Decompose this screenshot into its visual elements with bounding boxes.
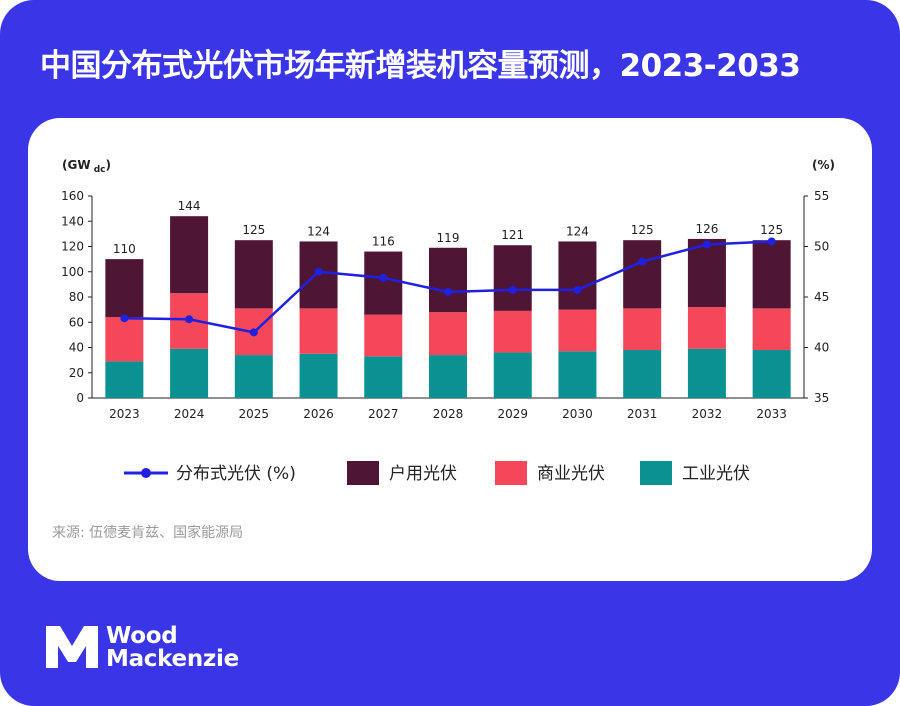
bar-total-label: 110 xyxy=(113,242,136,256)
bar-total-label: 124 xyxy=(566,224,589,238)
bar-segment-工业光伏 xyxy=(170,348,209,398)
source-note: 来源: 伍德麦肯兹、国家能源局 xyxy=(52,525,244,541)
bar-segment-工业光伏 xyxy=(752,350,791,398)
line-point xyxy=(444,287,452,296)
bar-segment-商业光伏 xyxy=(105,317,144,362)
x-tick-label: 2029 xyxy=(497,407,528,421)
bar-total-label: 125 xyxy=(242,223,265,237)
bar-segment-户用光伏 xyxy=(752,240,791,309)
x-tick-label: 2033 xyxy=(756,407,787,421)
left-axis-unit-label: (GW dc) xyxy=(62,158,111,175)
bar-total-label: 144 xyxy=(178,199,201,213)
left-tick-label: 60 xyxy=(69,315,84,329)
line-point xyxy=(638,257,647,266)
line-point xyxy=(120,314,129,323)
left-tick-label: 160 xyxy=(61,189,84,203)
bar-segment-户用光伏 xyxy=(105,259,144,318)
page-title: 中国分布式光伏市场年新增装机容量预测，2023-2033 xyxy=(40,48,801,84)
line-point xyxy=(508,285,517,294)
legend-swatch-商业光伏 xyxy=(495,461,527,485)
wood-mackenzie-logo-icon xyxy=(46,626,98,668)
bar-segment-工业光伏 xyxy=(364,356,403,398)
line-point xyxy=(379,273,388,282)
bar-segment-工业光伏 xyxy=(105,361,144,398)
bar-segment-户用光伏 xyxy=(364,251,403,315)
bar-segment-工业光伏 xyxy=(299,353,338,398)
brand-word-2: Mackenzie xyxy=(106,646,239,672)
bar-segment-户用光伏 xyxy=(558,241,597,310)
line-point xyxy=(249,328,258,337)
bar-segment-商业光伏 xyxy=(429,312,467,356)
chart-card: 0 20 40 60 80 100 120 140 160 35 40 45 50 55 (GW dc) (%… xyxy=(28,118,872,581)
bar-segment-户用光伏 xyxy=(170,216,209,294)
bar-segment-商业光伏 xyxy=(558,309,597,352)
brand-logo: Wood Mackenzie xyxy=(46,618,286,674)
bar-segment-工业光伏 xyxy=(558,351,597,398)
brand-word-1: Wood xyxy=(106,623,178,649)
x-tick-label: 2027 xyxy=(368,407,399,421)
bar-segment-户用光伏 xyxy=(429,247,467,313)
bar-segment-户用光伏 xyxy=(623,240,662,309)
bar-segment-工业光伏 xyxy=(234,355,273,398)
legend-label-户用光伏: 户用光伏 xyxy=(389,464,457,484)
line-point xyxy=(185,315,194,324)
left-tick-label: 80 xyxy=(69,290,84,304)
legend-swatch-户用光伏 xyxy=(347,461,379,485)
x-tick-label: 2023 xyxy=(109,407,140,421)
right-tick-label: 45 xyxy=(814,290,829,304)
x-tick-label: 2032 xyxy=(692,407,723,421)
line-point xyxy=(767,237,776,246)
line-point xyxy=(702,240,711,249)
bar-total-label: 116 xyxy=(372,235,395,249)
bar-segment-工业光伏 xyxy=(623,350,662,398)
left-tick-label: 120 xyxy=(61,240,84,254)
bar-total-label: 119 xyxy=(437,231,460,245)
bar-segment-户用光伏 xyxy=(687,238,726,308)
bar-segment-商业光伏 xyxy=(493,310,532,353)
right-tick-label: 40 xyxy=(814,341,829,355)
bar-segment-商业光伏 xyxy=(299,308,338,354)
right-tick-label: 55 xyxy=(814,189,829,203)
x-tick-label: 2025 xyxy=(239,407,270,421)
left-tick-label: 140 xyxy=(61,214,84,228)
x-tick-label: 2030 xyxy=(562,407,593,421)
x-tick-label: 2028 xyxy=(433,407,464,421)
bar-total-label: 125 xyxy=(760,223,783,237)
left-tick-label: 40 xyxy=(69,341,84,355)
chart: 0 20 40 60 80 100 120 140 160 35 40 45 50 55 (GW dc) (%… xyxy=(61,158,835,485)
bar-segment-户用光伏 xyxy=(493,245,532,311)
x-tick-label: 2031 xyxy=(627,407,658,421)
bar-segment-工业光伏 xyxy=(493,352,532,398)
left-tick-label: 100 xyxy=(61,265,84,279)
x-tick-label: 2026 xyxy=(303,407,334,421)
bar-total-label: 124 xyxy=(307,224,330,238)
bar-segment-工业光伏 xyxy=(687,348,726,398)
line-point xyxy=(314,267,323,276)
bar-segment-商业光伏 xyxy=(364,314,403,357)
bar-segment-商业光伏 xyxy=(623,308,662,351)
line-point xyxy=(573,285,582,294)
legend-swatch-工业光伏 xyxy=(640,461,672,485)
x-tick-label: 2024 xyxy=(174,407,205,421)
legend-line-marker xyxy=(141,468,151,478)
right-tick-label: 35 xyxy=(814,391,829,405)
bar-total-label: 126 xyxy=(695,222,718,236)
right-tick-label: 50 xyxy=(814,240,829,254)
right-axis-unit-label: (%) xyxy=(812,158,835,172)
legend-label-商业光伏: 商业光伏 xyxy=(537,464,605,484)
legend-label-工业光伏: 工业光伏 xyxy=(682,464,750,484)
left-tick-label: 0 xyxy=(76,391,84,405)
left-tick-label: 20 xyxy=(69,366,84,380)
bar-total-label: 125 xyxy=(631,223,654,237)
legend-label-line: 分布式光伏 (%) xyxy=(176,464,296,484)
bar-total-label: 121 xyxy=(501,228,524,242)
bar-segment-商业光伏 xyxy=(752,308,791,351)
bar-segment-户用光伏 xyxy=(234,240,273,309)
bar-segment-工业光伏 xyxy=(429,355,467,398)
bar-segment-商业光伏 xyxy=(687,307,726,349)
